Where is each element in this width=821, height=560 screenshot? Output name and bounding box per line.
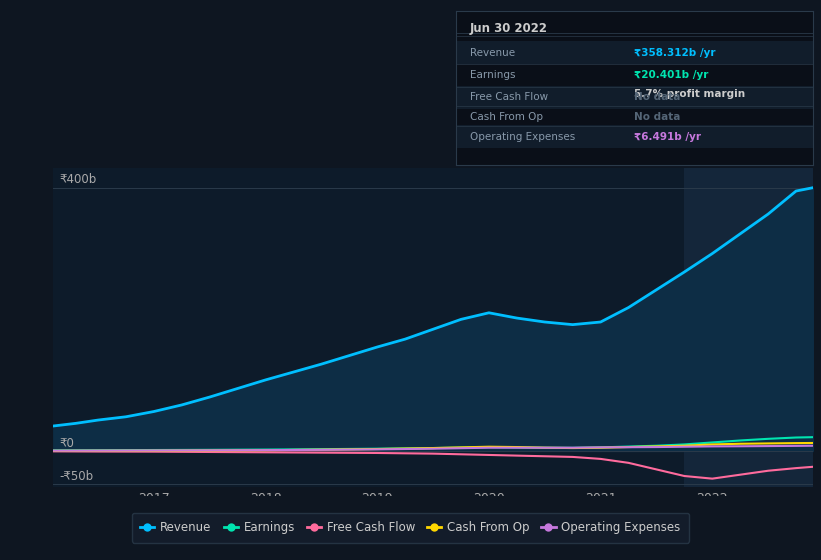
FancyBboxPatch shape xyxy=(456,86,813,109)
Text: Jun 30 2022: Jun 30 2022 xyxy=(470,22,548,35)
Text: Cash From Op: Cash From Op xyxy=(470,111,543,122)
Text: No data: No data xyxy=(635,111,681,122)
FancyBboxPatch shape xyxy=(456,41,813,64)
Text: ₹0: ₹0 xyxy=(59,437,74,450)
Text: ₹358.312b /yr: ₹358.312b /yr xyxy=(635,48,716,58)
Text: Free Cash Flow: Free Cash Flow xyxy=(470,92,548,102)
Text: ₹6.491b /yr: ₹6.491b /yr xyxy=(635,132,701,142)
Text: Revenue: Revenue xyxy=(470,48,515,58)
FancyBboxPatch shape xyxy=(456,125,813,148)
Legend: Revenue, Earnings, Free Cash Flow, Cash From Op, Operating Expenses: Revenue, Earnings, Free Cash Flow, Cash … xyxy=(132,513,689,543)
Text: 5.7% profit margin: 5.7% profit margin xyxy=(635,88,745,99)
Text: ₹400b: ₹400b xyxy=(59,174,96,186)
Text: Operating Expenses: Operating Expenses xyxy=(470,132,576,142)
Text: -₹50b: -₹50b xyxy=(59,470,93,483)
Text: No data: No data xyxy=(635,92,681,102)
Text: ₹20.401b /yr: ₹20.401b /yr xyxy=(635,70,709,80)
Bar xyxy=(685,168,813,487)
Text: Earnings: Earnings xyxy=(470,70,516,80)
